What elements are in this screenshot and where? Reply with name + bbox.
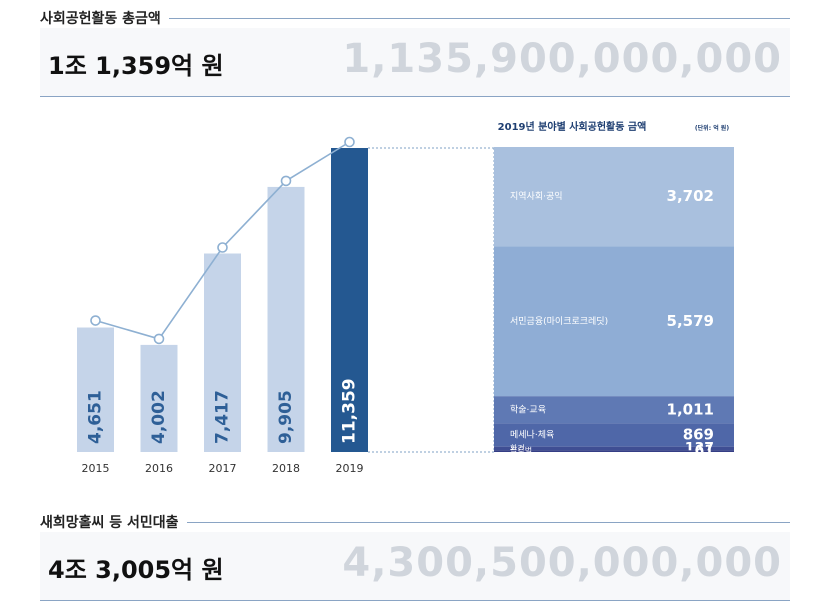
segment-value-label: 3,702: [667, 187, 714, 205]
segment-value-label: 61: [695, 443, 714, 459]
section-header: 새희망홀씨 등 서민대출: [40, 512, 790, 532]
bar-value-label: 9,905: [276, 390, 296, 444]
x-tick-label: 2016: [145, 462, 173, 475]
bar-value-label: 7,417: [213, 390, 233, 444]
section-title: 새희망홀씨 등 서민대출: [40, 515, 179, 531]
segment-name-label: 지역사회·공익: [510, 190, 563, 202]
section-divider: [168, 17, 790, 19]
total-amount-number: 1,135,900,000,000: [342, 36, 782, 82]
trend-point: [90, 315, 101, 326]
segment-value-label: 1,011: [667, 400, 714, 418]
segment-3: [494, 423, 734, 447]
trend-point: [217, 242, 228, 253]
segment-4: [494, 446, 734, 451]
trend-point: [280, 175, 292, 187]
stacked-chart-unit: (단위: 억 원): [695, 124, 729, 132]
section-header: 사회공헌활동 총금액: [40, 8, 790, 28]
bar-2016: [140, 344, 178, 452]
sector-stacked-bar: 2019년 분야별 사회공헌활동 금액 (단위: 억 원) 지역사회·공익 3,702…: [494, 120, 734, 459]
segment-name-label: 글로벌: [510, 446, 532, 456]
segment-value-label: 5,579: [667, 312, 714, 330]
microfinance-loan-section: 새희망홀씨 등 서민대출 4조 3,005억 원 4,300,500,000,0…: [40, 512, 790, 601]
segment-name-label: 환경: [510, 443, 525, 453]
segment-0: [494, 147, 734, 247]
x-tick-label: 2015: [82, 462, 110, 475]
segment-name-label: 서민금융(마이크로크레딧): [510, 316, 608, 327]
loan-amount-text: 4조 3,005억 원: [48, 556, 224, 584]
bar-value-label: 4,651: [86, 390, 106, 444]
segment-value-label: 869: [683, 426, 714, 444]
total-amount-text: 1조 1,359억 원: [48, 52, 224, 80]
social-contribution-chart: 4,651 2015 4,002 2016 7,417 2017 9,905 2018 11,3…: [77, 120, 734, 475]
total-social-contribution-section: 사회공헌활동 총금액 1조 1,359억 원 1,135,900,000,000: [40, 8, 790, 97]
section-divider: [186, 521, 790, 523]
x-tick-label: 2017: [209, 462, 237, 475]
stacked-chart-title: 2019년 분야별 사회공헌활동 금액: [498, 120, 647, 133]
loan-amount-number: 4,300,500,000,000: [342, 540, 782, 586]
bar-2017: [204, 253, 241, 452]
section-body: 4조 3,005억 원 4,300,500,000,000: [40, 532, 790, 601]
segment-5: [494, 450, 734, 452]
x-tick-label: 2018: [272, 462, 300, 475]
x-tick-label: 2019: [336, 462, 364, 475]
annual-bar-chart: 4,651 2015 4,002 2016 7,417 2017 9,905 2018 11,3…: [77, 136, 495, 475]
segment-1: [494, 246, 734, 397]
trend-point: [153, 333, 165, 345]
section-body: 1조 1,359억 원 1,135,900,000,000: [40, 28, 790, 97]
bar-value-label: 4,002: [149, 390, 169, 444]
segment-value-label: 137: [685, 441, 714, 457]
bar-2019: [331, 148, 368, 452]
bar-value-label: 11,359: [340, 378, 360, 444]
trend-point: [344, 136, 355, 148]
bar-2018: [267, 186, 305, 453]
segment-name-label: 메세나·체육: [510, 430, 554, 441]
segment-2: [494, 396, 734, 424]
bar-2015: [77, 327, 114, 452]
segment-name-label: 학술·교육: [510, 404, 546, 415]
section-title: 사회공헌활동 총금액: [40, 11, 161, 27]
